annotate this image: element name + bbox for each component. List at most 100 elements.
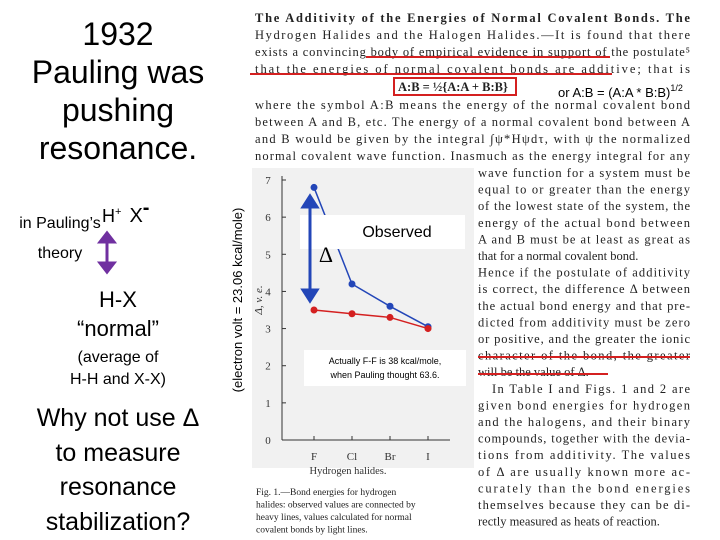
correction-note: Actually F-F is 38 kcal/mole, when Pauli… [329, 356, 442, 380]
paper-line: In Table I and Figs. 1 and 2 are [492, 382, 690, 396]
paper-formula: A:B = ½{A:A + B:B} [398, 80, 508, 94]
paper-line: between A and B, etc. The energy of a no… [255, 115, 690, 129]
paper-line: dicted from additivity must be zero [478, 315, 690, 329]
x-tick-label: Br [385, 451, 396, 463]
question-line: resonance [60, 473, 177, 501]
title-line: 1932 [82, 16, 153, 52]
slide-title: 1932 Pauling was pushing resonance. [32, 16, 205, 166]
title-line: resonance. [39, 130, 197, 166]
title-line: Pauling was [32, 54, 205, 90]
data-point [348, 310, 356, 318]
ionic-arrow [96, 230, 118, 275]
paper-line: Hence if the postulate of additivity [478, 266, 691, 280]
geometric-mean-exponent: 1/2 [670, 83, 683, 93]
arrow-head [96, 230, 118, 244]
paper-line: character of the bond, the greater [478, 349, 691, 363]
paper-line: rectly measured as heats of reaction. [478, 515, 660, 529]
ion-pair: H+ X- [102, 197, 149, 227]
paper-line: where the symbol A:B means the energy of… [255, 98, 691, 112]
y-tick-label: 1 [265, 398, 271, 410]
data-point [386, 302, 394, 310]
delta-arrow [300, 193, 320, 304]
series-line [313, 309, 429, 330]
highlights [250, 56, 690, 375]
paper-line: equal to or greater than the energy [478, 183, 691, 197]
x-tick-label: I [426, 451, 430, 463]
paper-line: of the lowest state of the system, the [478, 199, 690, 213]
correction-box [304, 350, 466, 386]
normal-label: H-X “normal” (average of H-H and X-X) [70, 287, 166, 388]
y-tick-label: 0 [265, 435, 271, 447]
y-tick-label: 2 [265, 361, 271, 373]
caption-line: Fig. 1.—Bond energies for hydrogen [256, 487, 396, 498]
ion: H [102, 206, 115, 226]
formula-box [393, 77, 517, 96]
geometric-mean-note: or A:B = (A:A * B:B)1/2 [558, 83, 683, 100]
y-tick-label: 6 [265, 212, 271, 224]
paper-line: and the halogens, and their binary [478, 415, 691, 429]
data-point [348, 280, 356, 288]
data-point [310, 183, 318, 191]
paper-line: themselves because they can be di- [478, 498, 690, 512]
arrow-head [300, 288, 320, 304]
average-line: (average of [78, 349, 159, 366]
question-line: stabilization? [46, 508, 191, 536]
caption-line: covalent bonds by light lines. [256, 526, 368, 536]
x-tick-label: F [311, 451, 317, 463]
theory-line: theory [38, 245, 82, 262]
question-line: to measure [55, 439, 180, 467]
ion-charge: - [143, 197, 150, 219]
question: Why not use Δ to measure resonance stabi… [37, 404, 200, 536]
title-line: pushing [62, 92, 174, 128]
observed-label: Observed [362, 224, 431, 241]
correction-line: when Pauling thought 63.6. [329, 370, 439, 380]
x-axis-label: Hydrogen halides. [310, 466, 387, 477]
theory-label: in Pauling’s theory [19, 215, 101, 262]
paper-line: or positive, and the greater the ionic [478, 332, 690, 346]
arrow-head [300, 193, 320, 209]
caption-line: heavy lines, values calculated for norma… [256, 512, 412, 523]
paper-line: energy of the actual bond between [478, 216, 691, 230]
paper-line: given bond energies for hydrogen [478, 398, 691, 412]
data-point [386, 313, 394, 321]
x-tick-label: Cl [347, 451, 357, 463]
y-tick-label: 3 [265, 324, 271, 336]
y-tick-label: 4 [265, 286, 271, 298]
paper-line: and B would be given by the integral ∫ψ*… [255, 132, 691, 147]
paper-line: that the energies of normal covalent bon… [255, 62, 690, 76]
paper-line: normal covalent wave function. Inasmuch … [255, 149, 691, 163]
figure-background [252, 168, 474, 468]
y-tick-label: 5 [265, 249, 271, 261]
delta-label: Δ [319, 242, 333, 267]
units-note: (electron volt = 23.06 kcal/mole) [230, 208, 245, 393]
y-axis-label: Δ, v. e. [253, 285, 265, 315]
paper-line: the actual bond energy and that pre- [478, 299, 690, 313]
normal-line: “normal” [77, 316, 159, 341]
paper-line: exists a convincing body of empirical ev… [255, 45, 690, 59]
arrow-head [96, 261, 118, 275]
ion-charge: + [115, 206, 121, 218]
paper-line: is correct, the difference Δ between [478, 282, 691, 296]
average-line: H-H and X-X) [70, 371, 166, 388]
theory-line: in Pauling’s [19, 215, 101, 232]
paper-line: tions from additivity. The values [478, 448, 690, 462]
paper-line: Hydrogen Halides and the Halogen Halides… [255, 28, 690, 42]
paper-line: of Δ are usually known more ac- [478, 465, 690, 479]
caption-line: halides: observed values are connected b… [256, 501, 416, 511]
paper-line: wave function for a system must be [478, 166, 690, 180]
normal-line: H-X [99, 287, 137, 312]
data-point [424, 325, 432, 333]
paper-line: A and B must be at least as great as [478, 232, 690, 246]
figure: 0 1 2 3 4 5 6 7 F Cl Br I Δ, v. e. Hydrogen halides. [253, 175, 450, 477]
paper-line: compounds, together with the devia- [478, 432, 690, 446]
y-tick-label: 7 [265, 175, 271, 187]
paper-line: The Additivity of the Energies of Normal… [255, 11, 690, 25]
correction-line: Actually F-F is 38 kcal/mole, [329, 356, 442, 366]
geometric-mean: or A:B = (A:A * B:B) [558, 85, 670, 100]
question-line: Why not use Δ [37, 404, 200, 432]
ion: X [129, 205, 142, 227]
observed-box [300, 215, 465, 249]
data-point [310, 306, 318, 314]
paper-line: will be the value of Δ. [478, 365, 589, 379]
